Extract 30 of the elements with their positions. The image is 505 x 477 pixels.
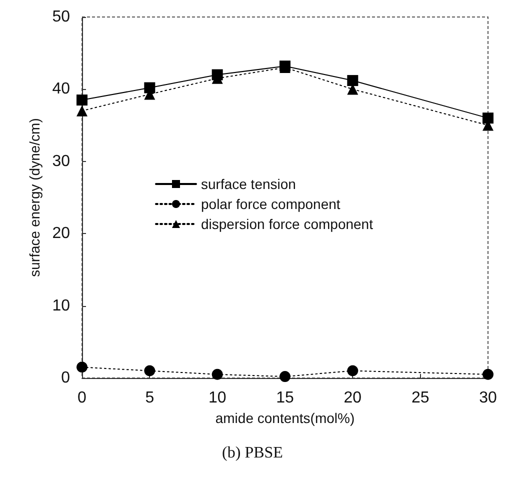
point [482,112,494,124]
legend-label: surface tension [201,176,296,192]
point [76,105,88,116]
y-tick-label: 20 [52,225,70,242]
y-tick-label: 0 [61,370,70,386]
text: (b) PBSE [222,444,283,462]
x-tick-label: 0 [78,390,87,406]
point [144,82,156,94]
x-tick-label: 15 [276,390,294,406]
x-tick-label: 25 [411,390,430,406]
y-tick-label: 50 [52,8,70,26]
point [144,365,156,376]
point [76,362,88,373]
y-tick-label: 30 [52,152,70,170]
point [280,371,290,382]
point [212,368,223,380]
point [347,75,358,86]
y-axis-title: surface energy (dyne/cm) [26,118,42,277]
x-tick-label: 5 [145,390,154,406]
point [482,368,494,380]
x-tick-label: 20 [344,390,362,406]
point [347,365,358,376]
x-axis-title: amide contents(mol%) [215,410,355,426]
point [76,94,88,106]
legend-label: polar force component [201,196,340,212]
x-tick-label: 30 [479,390,497,406]
legend-label: dispersion force component [201,216,374,232]
y-tick-label: 40 [52,80,70,98]
y-tick-label: 10 [52,297,70,314]
x-tick-label: 10 [208,390,226,406]
